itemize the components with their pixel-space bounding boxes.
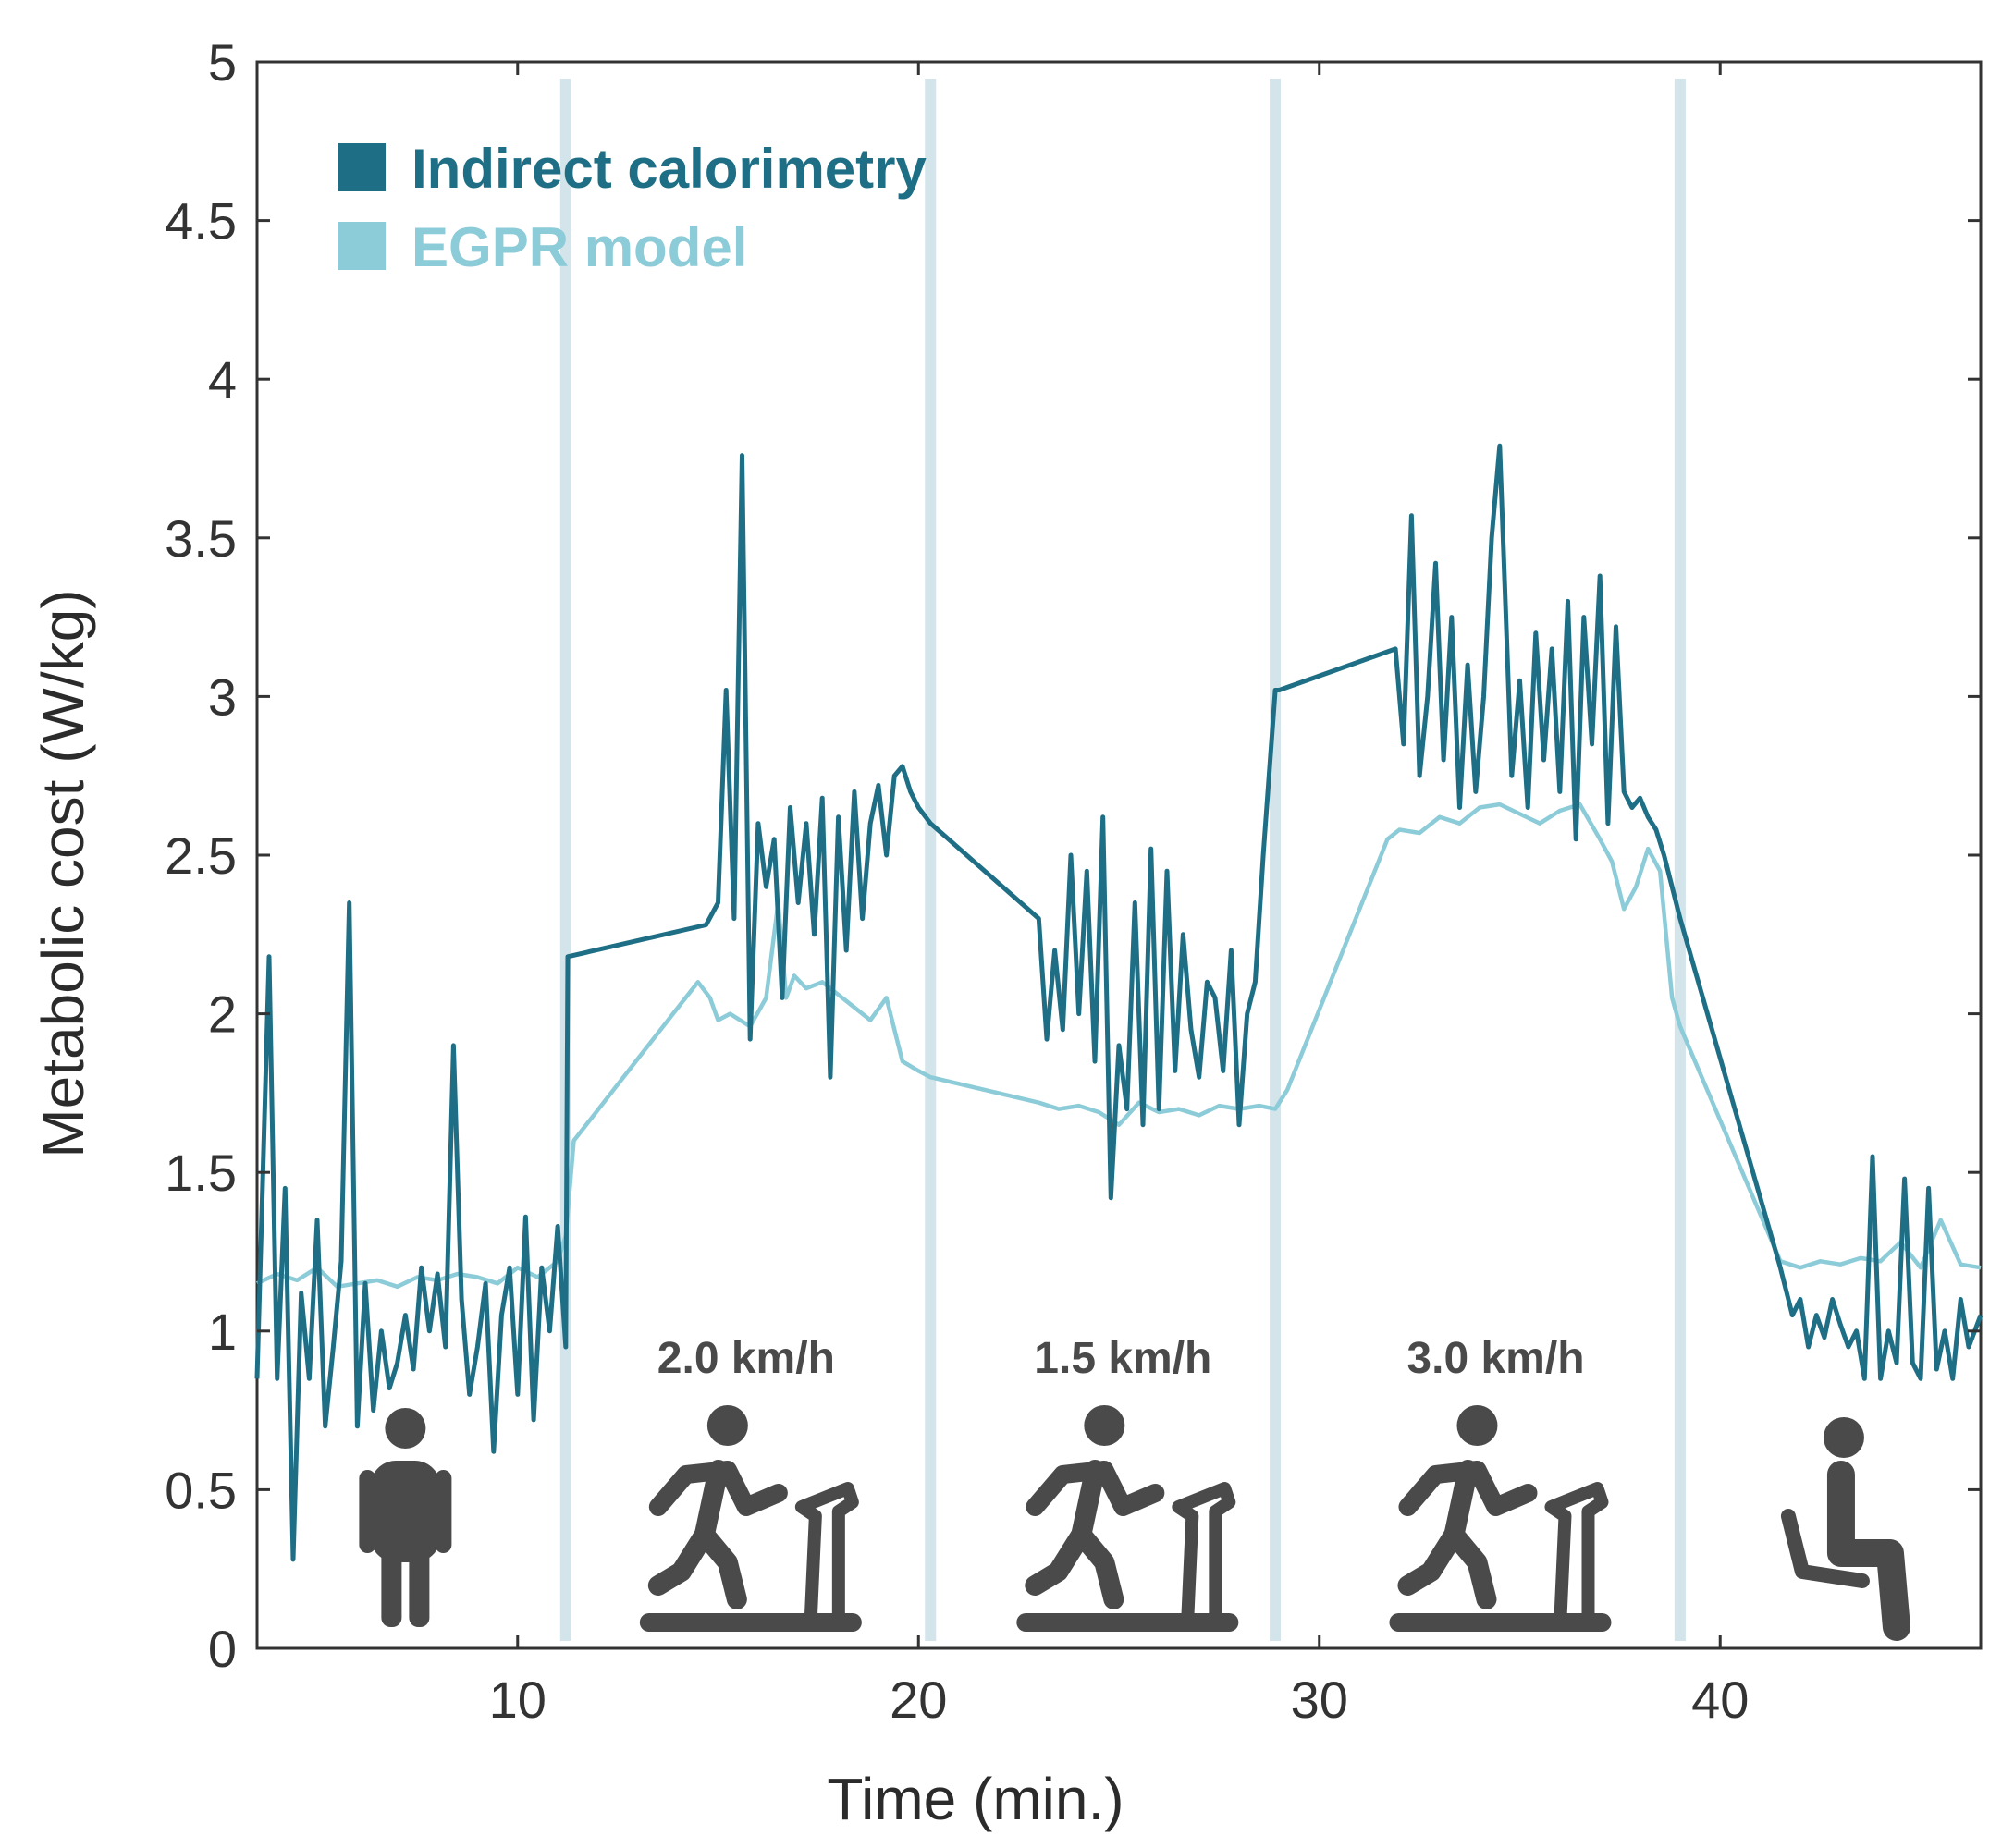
treadmill-walker-icon xyxy=(1016,1405,1239,1632)
x-axis-ticks: 10 20 30 40 xyxy=(489,62,1749,1729)
speed-label-3-0: 3.0 km/h xyxy=(1406,1334,1584,1383)
x-tick-label: 30 xyxy=(1291,1671,1348,1729)
y-tick-label: 3.5 xyxy=(165,509,237,568)
speed-label-1-5: 1.5 km/h xyxy=(1034,1334,1211,1383)
x-tick-label: 40 xyxy=(1691,1671,1749,1729)
legend-swatch-indirect xyxy=(338,143,386,191)
y-tick-label: 0.5 xyxy=(165,1461,237,1519)
x-axis-label: Time (min.) xyxy=(827,1766,1124,1832)
series-indirect-calorimetry xyxy=(254,443,1984,1562)
x-tick-label: 20 xyxy=(890,1671,947,1729)
series-layer xyxy=(254,443,1984,1562)
y-axis-ticks: 0 0.5 1 1.5 2 2.5 3 3.5 4 4.5 5 xyxy=(165,33,1981,1678)
plot-frame xyxy=(255,60,1983,1650)
y-tick-label: 3 xyxy=(208,667,237,726)
y-tick-label: 5 xyxy=(208,33,237,92)
y-tick-label: 1.5 xyxy=(165,1144,237,1202)
standing-person-icon xyxy=(359,1408,452,1627)
y-tick-label: 2.5 xyxy=(165,826,237,885)
treadmill-walker-icon xyxy=(1389,1405,1612,1632)
y-tick-label: 4 xyxy=(208,350,237,409)
speed-label-2-0: 2.0 km/h xyxy=(657,1334,835,1383)
legend-label-egpr: EGPR model xyxy=(411,216,747,278)
legend: Indirect calorimetry EGPR model xyxy=(338,138,927,278)
axes xyxy=(255,60,1983,1650)
activity-icons xyxy=(359,1405,1910,1641)
y-tick-label: 4.5 xyxy=(165,192,237,251)
legend-swatch-egpr xyxy=(338,222,386,270)
phase-boundaries xyxy=(559,79,1686,1641)
y-tick-label: 2 xyxy=(208,985,237,1044)
x-tick-label: 10 xyxy=(489,1671,547,1729)
legend-label-indirect: Indirect calorimetry xyxy=(411,138,927,200)
sitting-person-icon xyxy=(1780,1417,1910,1641)
y-tick-label: 0 xyxy=(208,1620,237,1678)
y-axis-label: Metabolic cost (W/kg) xyxy=(30,589,96,1157)
y-tick-label: 1 xyxy=(208,1303,237,1361)
treadmill-walker-icon xyxy=(639,1405,862,1632)
